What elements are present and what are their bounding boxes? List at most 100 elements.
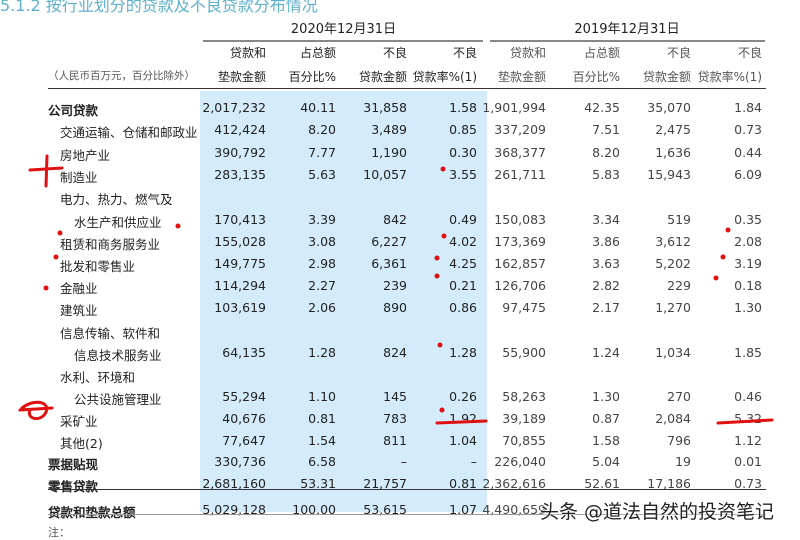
cell-value: 2.17 <box>592 300 620 315</box>
cell-value: 3.55 <box>449 167 477 182</box>
cell-value: 55,294 <box>222 389 266 404</box>
table-row: 公共设施管理业 55,294 1.10 145 0.26 58,263 1.30 270 0.4… <box>0 386 800 408</box>
cell-value: 796 <box>667 433 691 448</box>
divider <box>203 40 483 42</box>
cell-value: 0.21 <box>449 278 477 293</box>
cell-value: 64,135 <box>222 345 266 360</box>
cell-value: 5.63 <box>308 167 336 182</box>
cell-value: 1.54 <box>308 433 336 448</box>
cell-value: 1.58 <box>592 433 620 448</box>
cell-value: 330,736 <box>214 454 266 469</box>
divider <box>48 88 766 89</box>
cell-value: 1.10 <box>308 389 336 404</box>
divider <box>48 489 766 490</box>
cell-value: 1.84 <box>734 100 762 115</box>
row-label: 零售贷款 <box>48 479 99 494</box>
table-row: 制造业 283,135 5.63 10,057 3.55 261,711 5.83 15,94… <box>0 164 800 186</box>
row-label: 采矿业 <box>60 414 98 429</box>
table-row: 金融业 114,294 2.27 239 0.21 126,706 2.82 229 0.18 <box>0 275 800 297</box>
cell-value: 70,855 <box>502 433 546 448</box>
cell-value: 6.58 <box>308 454 336 469</box>
cell-value: 55,900 <box>502 345 546 360</box>
cell-value: 5.04 <box>592 454 620 469</box>
cell-value: 890 <box>383 300 407 315</box>
cell-value: 0.44 <box>734 145 762 160</box>
underline-mark <box>435 419 488 425</box>
cell-value: 4.25 <box>449 256 477 271</box>
cell-value: 5,202 <box>655 256 691 271</box>
table-row: 贷款和垫款总额 5,029,128 100.00 53,615 1.07 4,490,65… <box>0 499 800 521</box>
cell-value: 40,676 <box>222 411 266 426</box>
column-header: 贷款和 <box>229 46 266 60</box>
cell-value: 2,475 <box>655 122 691 137</box>
cell-value: 1.28 <box>308 345 336 360</box>
column-header: 贷款和 <box>509 46 546 60</box>
cell-value: 40.11 <box>300 100 336 115</box>
table-row: 建筑业 103,619 2.06 890 0.86 97,475 2.17 1,270 1.30 <box>0 297 800 319</box>
column-header: 不良 <box>452 46 477 60</box>
cell-value: 824 <box>383 345 407 360</box>
cell-value: 19 <box>675 454 691 469</box>
unit-note: （人民币百万元，百分比除外） <box>48 70 195 82</box>
row-label: 租赁和商务服务业 <box>60 237 161 252</box>
cell-value: 261,711 <box>494 167 546 182</box>
column-header: 不良 <box>737 46 762 60</box>
column-header: 垫款金额 <box>497 70 546 84</box>
cell-value: 783 <box>383 411 407 426</box>
column-header: 贷款率%(1) <box>412 70 477 84</box>
column-header: 不良 <box>666 46 691 60</box>
table-row: 公司贷款 2,017,232 40.11 31,858 1.58 1,901,994 42.… <box>0 97 800 119</box>
cell-value: 6.09 <box>734 167 762 182</box>
cell-value: 21,757 <box>363 476 407 491</box>
cell-value: 0.35 <box>734 212 762 227</box>
plus-mark <box>28 154 64 188</box>
cell-value: 3,489 <box>371 122 407 137</box>
table-row: 水利、环境和 <box>0 364 800 386</box>
cell-value: 0.87 <box>592 411 620 426</box>
row-label: 水利、环境和 <box>60 370 136 385</box>
table-row: 水生产和供应业 170,413 3.39 842 0.49 150,083 3.34 519 0… <box>0 209 800 231</box>
column-header: 贷款率%(1) <box>697 70 762 84</box>
column-header: 占总额 <box>583 46 620 60</box>
cell-value: 155,028 <box>214 234 266 249</box>
cell-value: 3,612 <box>655 234 691 249</box>
cell-value: 52.61 <box>584 476 620 491</box>
cell-value: 842 <box>383 212 407 227</box>
cell-value: 412,424 <box>214 122 266 137</box>
cell-value: 17,186 <box>647 476 691 491</box>
cell-value: 114,294 <box>214 278 266 293</box>
cell-value: 6,361 <box>371 256 407 271</box>
cell-value: 2,681,160 <box>202 476 266 491</box>
cell-value: 0.81 <box>308 411 336 426</box>
table-row: 其他(2) 77,647 1.54 811 1.04 70,855 1.58 796 1.12 <box>0 430 800 452</box>
cell-value: – <box>470 454 477 469</box>
section-title: 5.1.2 按行业划分的贷款及不良贷款分布情况 <box>0 0 318 15</box>
table-row: 票据贴现 330,736 6.58 – – 226,040 5.04 19 0.01 <box>0 451 800 473</box>
row-label: 票据贴现 <box>48 457 99 472</box>
note-label: 注： <box>48 526 70 539</box>
cell-value: 97,475 <box>502 300 546 315</box>
row-label: 信息传输、软件和 <box>60 326 161 341</box>
cell-value: 173,369 <box>494 234 546 249</box>
cell-value: 1.28 <box>449 345 477 360</box>
row-label: 交通运输、仓储和邮政业 <box>60 125 198 140</box>
cell-value: 1.07 <box>449 502 477 517</box>
cell-value: 2,017,232 <box>202 100 266 115</box>
cell-value: 1,636 <box>655 145 691 160</box>
cell-value: 3.39 <box>308 212 336 227</box>
cell-value: 1,190 <box>371 145 407 160</box>
cell-value: 226,040 <box>494 454 546 469</box>
cell-value: 2.82 <box>592 278 620 293</box>
table-row: 零售贷款 2,681,160 53.31 21,757 0.81 2,362,616 52.… <box>0 473 800 495</box>
table-row: 信息传输、软件和 <box>0 320 800 342</box>
cell-value: 0.30 <box>449 145 477 160</box>
underline-mark <box>716 418 774 425</box>
cell-value: 53,615 <box>363 502 407 517</box>
cell-value: 31,858 <box>363 100 407 115</box>
cell-value: 15,943 <box>647 167 691 182</box>
table-row: 租赁和商务服务业 155,028 3.08 6,227 4.02 173,369 3.86 3… <box>0 231 800 253</box>
cell-value: 390,792 <box>214 145 266 160</box>
cell-value: 2.98 <box>308 256 336 271</box>
cell-value: 2.06 <box>308 300 336 315</box>
